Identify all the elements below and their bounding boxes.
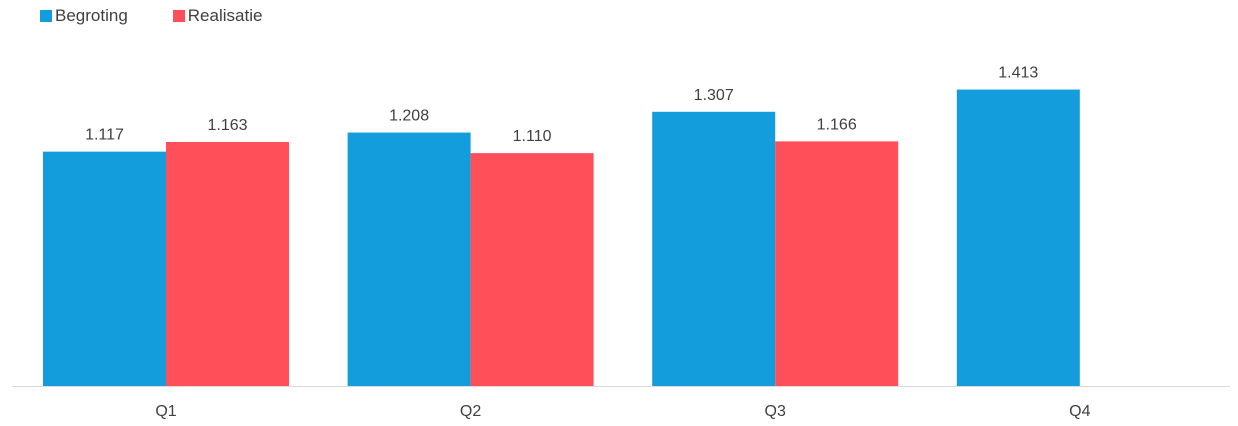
data-label-realisatie-q2: 1.110	[513, 128, 552, 145]
x-tick-label-q2: Q2	[460, 403, 481, 420]
bar-begroting-q3	[652, 111, 776, 387]
data-label-begroting-q4: 1.413	[998, 65, 1038, 82]
legend-label-realisatie: Realisatie	[187, 6, 263, 25]
x-tick-label-q1: Q1	[155, 403, 176, 420]
x-tick-label-q3: Q3	[765, 403, 786, 420]
bar-realisatie-q2	[470, 153, 594, 386]
data-label-realisatie-q1: 1.163	[207, 117, 247, 134]
bar-begroting-q2	[347, 132, 471, 386]
data-label-begroting-q1: 1.117	[85, 127, 124, 144]
legend-item-begroting: Begroting	[40, 6, 128, 26]
data-label-begroting-q3: 1.307	[694, 87, 734, 104]
legend-swatch-realisatie	[172, 10, 185, 22]
bar-realisatie-q1	[166, 142, 289, 386]
chart-legend: Begroting Realisatie	[40, 6, 262, 26]
data-label-realisatie-q3: 1.166	[817, 116, 857, 133]
legend-item-realisatie: Realisatie	[172, 6, 263, 26]
x-tick-label-q4: Q4	[1069, 403, 1090, 420]
legend-swatch-begroting	[40, 10, 52, 22]
bar-realisatie-q3	[775, 141, 899, 386]
data-label-begroting-q2: 1.208	[389, 108, 429, 125]
bar-begroting-q1	[43, 151, 166, 386]
legend-label-begroting: Begroting	[55, 6, 128, 25]
bar-begroting-q4	[956, 89, 1080, 386]
